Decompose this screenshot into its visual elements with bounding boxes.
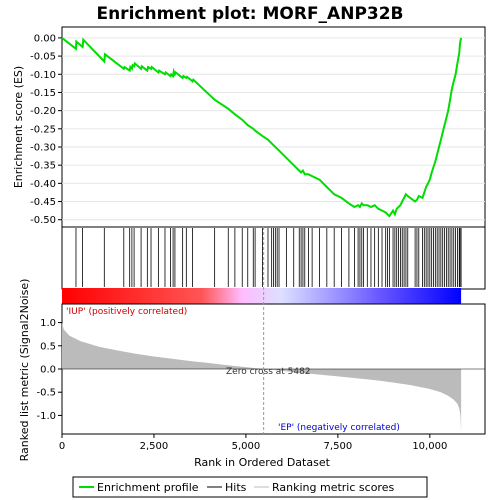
es-y-tick-label: -0.20 bbox=[30, 106, 56, 117]
es-y-tick-label: -0.50 bbox=[30, 215, 56, 226]
es-y-tick-label: -0.30 bbox=[30, 143, 56, 154]
x-tick-label: 0 bbox=[59, 441, 65, 452]
es-y-tick-label: -0.15 bbox=[30, 88, 56, 99]
zero-cross-annotation: Zero cross at 5482 bbox=[226, 367, 311, 377]
legend-box bbox=[72, 476, 428, 498]
es-y-tick-label: -0.25 bbox=[30, 124, 56, 135]
ranking-metric-area bbox=[62, 322, 462, 432]
metric-y-axis-label: Ranked list metric (Signal2Noise) bbox=[18, 279, 31, 462]
es-grid bbox=[62, 37, 485, 221]
x-axis-ticks: 0 2,500 5,000 7,500 10,000 bbox=[59, 434, 447, 452]
es-y-ticks: 0.00 -0.05 -0.10 -0.15 -0.20 -0.25 -0.30 -0.35 -… bbox=[30, 33, 62, 226]
es-y-tick-label: -0.40 bbox=[30, 179, 56, 190]
metric-y-tick-label: -0.5 bbox=[36, 388, 56, 399]
metric-y-tick-label: 1.0 bbox=[40, 318, 56, 329]
metric-y-tick-label: 0.0 bbox=[40, 365, 56, 376]
es-y-tick-label: -0.45 bbox=[30, 197, 56, 208]
x-tick-label: 10,000 bbox=[412, 441, 447, 452]
metric-y-ticks: 1.0 0.5 0.0 -0.5 -1.0 bbox=[36, 318, 62, 422]
negative-annotation: 'EP' (negatively correlated) bbox=[278, 423, 400, 433]
x-tick-label: 7,500 bbox=[324, 441, 353, 452]
es-y-axis-label: Enrichment score (ES) bbox=[12, 66, 25, 188]
legend-enrichment-profile-label: Enrichment profile bbox=[97, 481, 199, 494]
enrichment-profile-line bbox=[61, 37, 463, 218]
chart-title: Enrichment plot: MORF_ANP32B bbox=[96, 4, 403, 24]
rank-color-bar bbox=[62, 288, 462, 304]
metric-y-tick-label: 0.5 bbox=[40, 341, 56, 352]
es-y-tick-label: -0.10 bbox=[30, 70, 56, 81]
x-tick-label: 2,500 bbox=[140, 441, 169, 452]
positive-annotation: 'IUP' (positively correlated) bbox=[66, 307, 187, 317]
legend-hits-label: Hits bbox=[225, 481, 247, 494]
metric-y-tick-label: -1.0 bbox=[36, 411, 56, 422]
legend-ranking-metric-label: Ranking metric scores bbox=[272, 481, 394, 494]
es-y-tick-label: 0.00 bbox=[34, 33, 56, 44]
es-y-tick-label: -0.05 bbox=[30, 52, 56, 63]
hits-ticks bbox=[75, 228, 462, 287]
x-tick-label: 5,000 bbox=[232, 441, 261, 452]
es-y-tick-label: -0.35 bbox=[30, 161, 56, 172]
x-axis-label: Rank in Ordered Dataset bbox=[194, 456, 331, 469]
